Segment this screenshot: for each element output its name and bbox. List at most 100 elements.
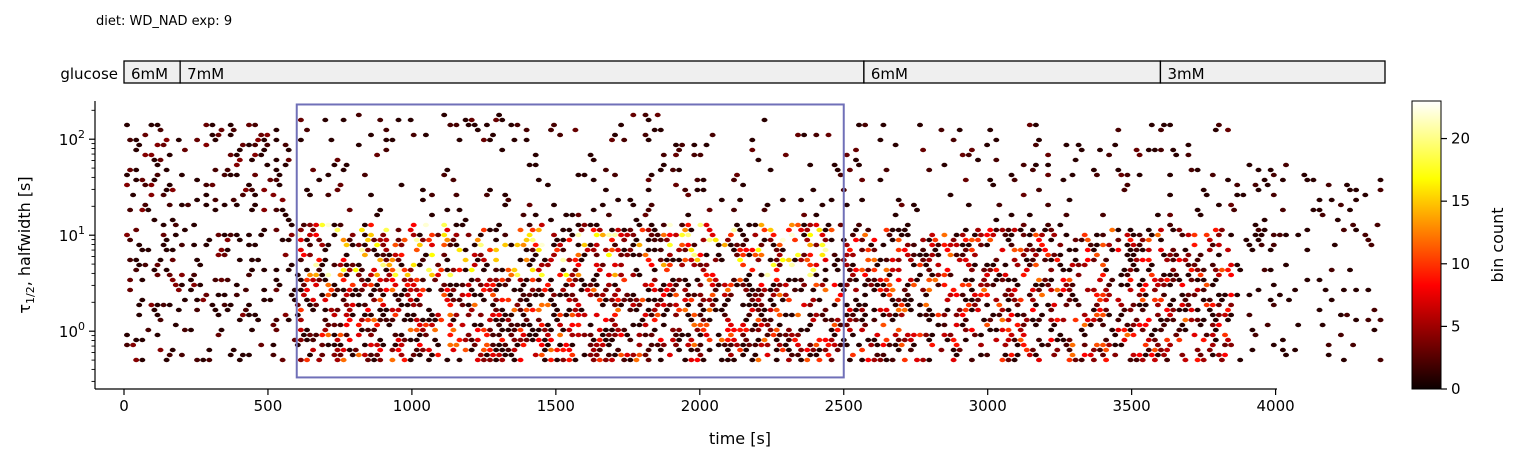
- hexbin-cell: [746, 272, 753, 278]
- hexbin-cell: [676, 147, 683, 153]
- hexbin-cell: [224, 277, 231, 283]
- hexbin-cell: [526, 332, 533, 338]
- hexbin-cell: [1127, 287, 1134, 293]
- hexbin-cell: [1051, 232, 1058, 238]
- hexbin-cell: [1371, 307, 1378, 313]
- hexbin-cell: [895, 307, 902, 313]
- hexbin-cell: [697, 302, 704, 308]
- hexbin-cell: [630, 272, 637, 278]
- hexbin-cell: [374, 242, 381, 248]
- hexbin-cell: [895, 237, 902, 243]
- hexbin-cell: [511, 357, 518, 363]
- hexbin-cell: [136, 142, 143, 148]
- hexbin-cell: [1347, 207, 1353, 213]
- hexbin-cell: [355, 262, 362, 268]
- hexbin-cell: [676, 347, 683, 353]
- hexbin-cell: [1118, 282, 1125, 288]
- hexbin-cell: [1222, 352, 1228, 358]
- hexbin-cell: [154, 262, 161, 268]
- hexbin-cell: [1161, 322, 1167, 328]
- hexbin-cell: [645, 307, 652, 313]
- hexbin-cell: [1252, 232, 1259, 238]
- hexbin-cell: [1075, 262, 1082, 268]
- hexbin-cell: [1032, 322, 1039, 328]
- hexbin-cell: [124, 172, 130, 178]
- hexbin-cell: [438, 317, 445, 323]
- hexbin-cell: [758, 312, 765, 318]
- hexbin-cell: [1042, 277, 1049, 283]
- hexbin-cell: [304, 327, 310, 333]
- hexbin-cell: [712, 237, 719, 243]
- hexbin-cell: [517, 307, 524, 313]
- hexbin-cell: [657, 297, 664, 303]
- hexbin-cell: [1264, 182, 1271, 188]
- hexbin-cell: [941, 332, 948, 338]
- hexbin-cell: [483, 282, 490, 288]
- hexbin-cell: [1225, 337, 1231, 343]
- hexbin-cell: [462, 267, 469, 273]
- hexbin-cell: [1209, 332, 1216, 338]
- hexbin-cell: [544, 182, 551, 188]
- hexbin-cell: [401, 267, 408, 273]
- hexbin-cell: [660, 152, 667, 158]
- hexbin-cell: [1060, 177, 1067, 183]
- hexbin-cell: [1130, 232, 1137, 238]
- hexbin-cell: [679, 222, 686, 228]
- hexbin-cell: [346, 317, 353, 323]
- hexbin-cell: [877, 257, 884, 263]
- hexbin-cell: [352, 267, 359, 273]
- hexbin-cell: [926, 337, 933, 343]
- hexbin-cell: [621, 297, 628, 303]
- hexbin-cell: [276, 172, 283, 178]
- hexbin-cell: [1145, 237, 1152, 243]
- hexbin-cell: [846, 357, 853, 363]
- hexbin-cell: [648, 342, 655, 348]
- hexbin-cell: [624, 232, 631, 238]
- hexbin-cell: [297, 337, 304, 343]
- hexbin-cell: [1084, 237, 1091, 243]
- hexbin-cell: [810, 187, 817, 193]
- hexbin-cell: [358, 227, 365, 233]
- hexbin-cell: [1093, 342, 1100, 348]
- hexbin-cell: [261, 227, 268, 233]
- hexbin-cell: [532, 242, 539, 248]
- hexbin-cell: [261, 207, 268, 213]
- hexbin-cell: [749, 267, 756, 273]
- hexbin-cell: [331, 292, 338, 298]
- hexbin-cell: [307, 302, 313, 308]
- hexbin-cell: [886, 232, 893, 238]
- hexbin-cell: [609, 357, 615, 363]
- hexbin-cell: [496, 112, 503, 118]
- hexbin-cell: [618, 232, 625, 238]
- hexbin-cell: [1042, 257, 1049, 263]
- hexbin-cell: [886, 342, 893, 348]
- hexbin-cell: [819, 202, 826, 208]
- hexbin-cell: [569, 312, 576, 318]
- hexbin-cell: [456, 137, 463, 143]
- hexbin-cell: [843, 252, 850, 258]
- hexbin-cell: [401, 317, 408, 323]
- hexbin-cell: [1167, 222, 1174, 228]
- hexbin-cell: [218, 247, 225, 253]
- hexbin-cell: [416, 332, 423, 338]
- hexbin-cell: [813, 222, 820, 228]
- hexbin-cell: [609, 327, 615, 333]
- hexbin-cell: [304, 297, 310, 303]
- hexbin-cell: [1158, 297, 1164, 303]
- hexbin-cell: [368, 282, 374, 288]
- hexbin-cell: [871, 247, 878, 253]
- hexbin-cell: [432, 317, 439, 323]
- hexbin-cell: [197, 282, 204, 288]
- hexbin-cell: [337, 272, 344, 278]
- hexbin-cell: [194, 197, 201, 203]
- hexbin-cell: [416, 342, 423, 348]
- hexbin-cell: [865, 267, 872, 273]
- hexbin-cell: [377, 297, 384, 303]
- hexbin-cell: [993, 267, 1000, 273]
- hexbin-cell: [1133, 357, 1140, 363]
- hexbin-cell: [355, 292, 362, 298]
- hexbin-cell: [325, 242, 332, 248]
- hexbin-cell: [514, 302, 521, 308]
- hexbin-cell: [136, 312, 143, 318]
- hexbin-cell: [529, 307, 536, 313]
